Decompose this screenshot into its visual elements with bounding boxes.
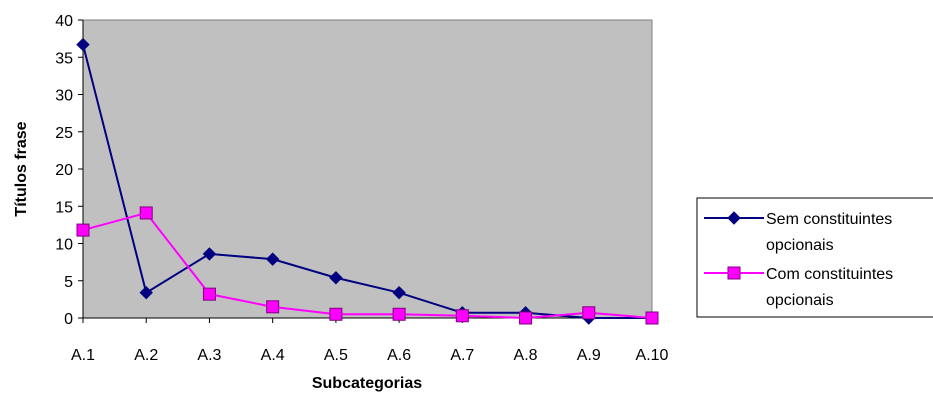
plot-area — [82, 19, 653, 319]
x-tick-label: A.3 — [197, 347, 221, 364]
data-point — [392, 285, 406, 300]
data-point — [202, 287, 216, 301]
data-point — [455, 309, 469, 323]
y-tick-label: 0 — [64, 311, 73, 328]
data-point — [392, 307, 406, 321]
legend-marker — [727, 211, 741, 225]
data-point — [76, 223, 90, 237]
y-tick-label: 30 — [55, 88, 73, 105]
x-tick-label: A.2 — [134, 347, 158, 364]
x-tick-label: A.1 — [71, 347, 95, 364]
data-point — [266, 300, 280, 314]
x-tick-label: A.9 — [577, 347, 601, 364]
y-tick-label: 40 — [55, 13, 73, 30]
data-point — [329, 271, 343, 285]
y-tick-label: 20 — [55, 162, 73, 179]
data-point — [139, 285, 153, 300]
data-point — [202, 247, 217, 261]
series-layer — [76, 37, 659, 325]
y-tick-label: 5 — [64, 274, 73, 291]
data-point — [329, 307, 343, 321]
y-axis-title: Títulos frase — [13, 121, 30, 216]
x-tick-label: A.5 — [324, 347, 348, 364]
data-point — [582, 306, 596, 320]
legend-entry-1: Sem constituintes opcionais — [704, 211, 892, 254]
x-axis: A.1 A.2 A.3 A.4 A.5 A.6 A.7 A.8 A.9 A.10 — [71, 317, 669, 364]
x-tick-label: A.7 — [450, 347, 474, 364]
y-tick-label: 35 — [55, 50, 73, 67]
legend-label: opcionais — [766, 292, 834, 309]
data-point — [265, 252, 280, 266]
legend-marker — [727, 266, 741, 280]
legend-label: opcionais — [766, 237, 834, 254]
series-line — [82, 211, 653, 320]
data-point — [139, 206, 153, 220]
x-axis-title: Subcategorias — [312, 375, 422, 392]
data-point — [76, 37, 90, 52]
x-tick-label: A.10 — [636, 347, 669, 364]
data-point — [645, 311, 659, 325]
y-axis: 0 5 10 15 20 25 30 35 40 — [55, 13, 84, 328]
series-2 — [76, 206, 659, 325]
legend-label: Com constituintes — [766, 266, 893, 283]
data-point — [519, 311, 533, 325]
x-tick-label: A.6 — [387, 347, 411, 364]
y-tick-label: 10 — [55, 237, 73, 254]
y-tick-label: 25 — [55, 125, 73, 142]
y-tick-label: 15 — [55, 199, 73, 216]
legend-entry-2: Com constituintes opcionais — [704, 266, 893, 309]
legend-label: Sem constituintes — [766, 211, 892, 228]
x-tick-label: A.8 — [514, 347, 538, 364]
x-tick-label: A.4 — [261, 347, 285, 364]
